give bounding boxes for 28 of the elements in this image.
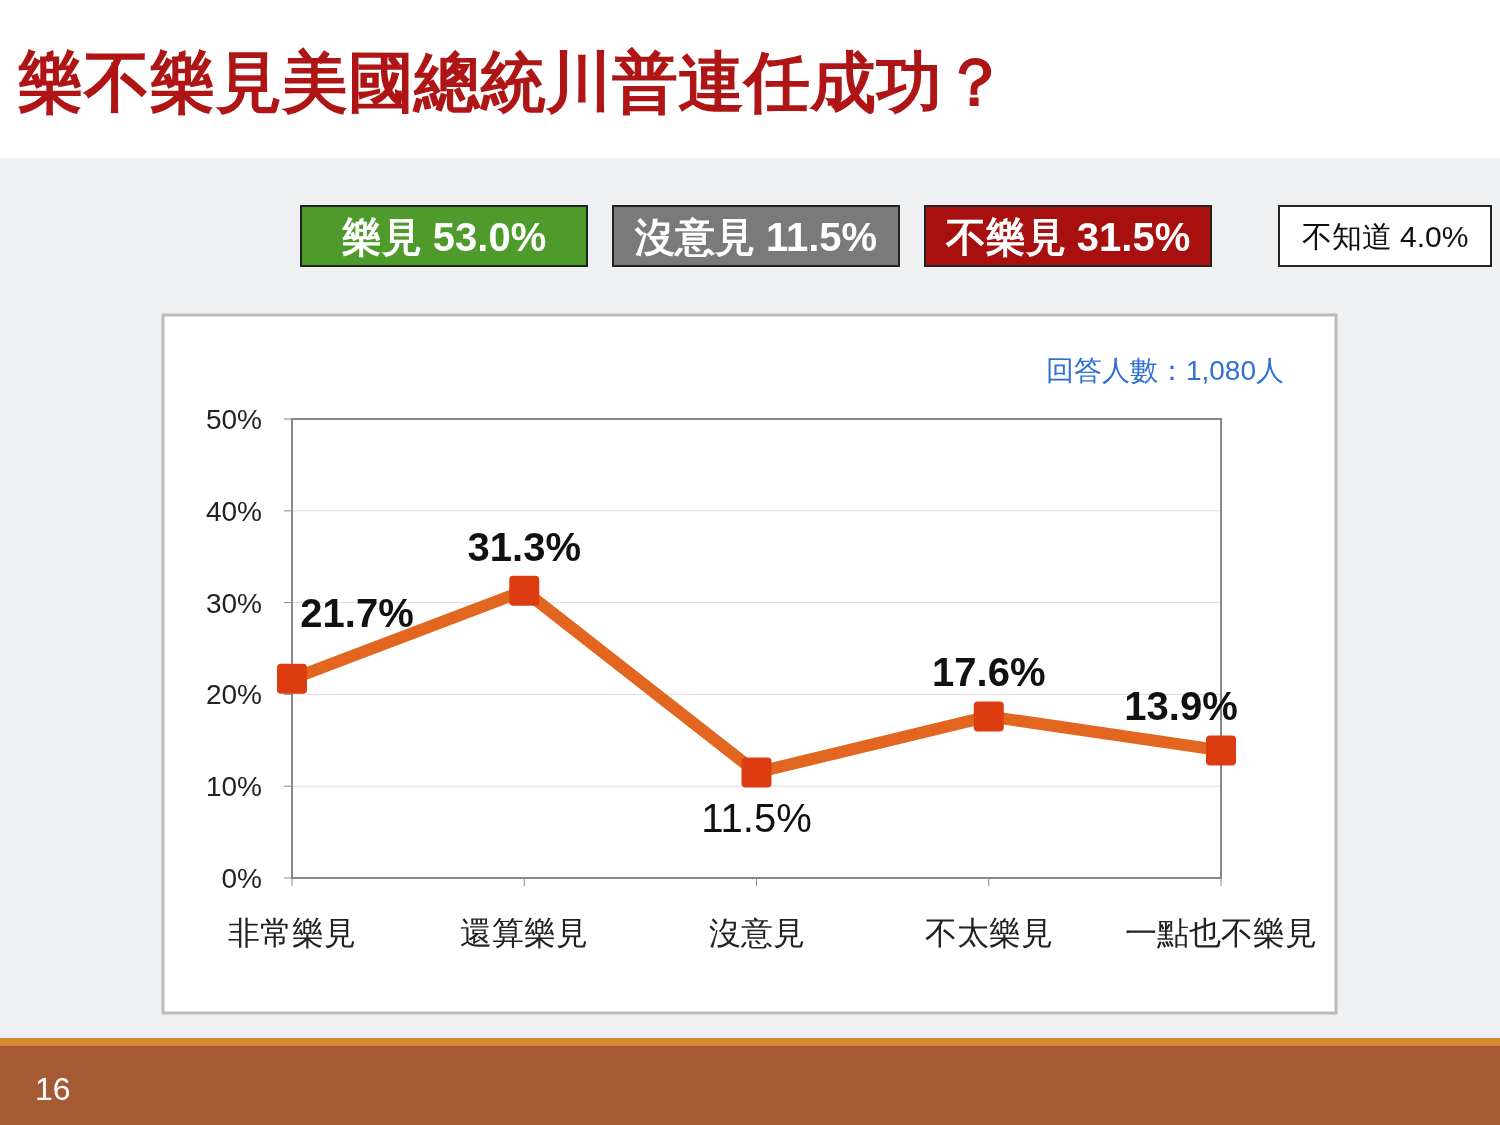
x-tick-label: 一點也不樂見 — [1125, 915, 1317, 951]
chart-title: 樂不樂見美國總統川普連任成功？ — [18, 45, 1008, 119]
point — [509, 575, 540, 606]
x-tick-label: 不太樂見 — [924, 915, 1053, 951]
data-label: 13.9% — [1124, 684, 1238, 729]
y-tick-label: 10% — [205, 771, 262, 803]
text: 不知道 4.0% — [1301, 220, 1469, 253]
point — [277, 663, 307, 694]
data-label: 11.5% — [701, 796, 812, 841]
data-label: 31.3% — [467, 524, 581, 569]
text: 沒意見 11.5% — [633, 215, 878, 259]
text: 16 — [35, 1071, 71, 1107]
text: 回答人數：1,080人 — [1045, 355, 1284, 386]
x-tick-label: 非常樂見 — [228, 915, 356, 951]
point — [973, 701, 1004, 732]
point — [1206, 735, 1236, 766]
data-label: 21.7% — [300, 590, 414, 635]
data-label: 17.6% — [932, 650, 1046, 695]
y-tick-label: 40% — [205, 495, 262, 527]
text: 不樂見 31.5% — [944, 215, 1191, 259]
y-tick-label: 20% — [205, 679, 262, 711]
y-tick-label: 30% — [205, 587, 262, 619]
x-tick-label: 還算樂見 — [460, 915, 589, 951]
point — [741, 757, 772, 788]
text: 樂見 53.0% — [341, 215, 547, 259]
x-tick-label: 沒意見 — [708, 915, 805, 951]
y-tick-label: 50% — [205, 404, 262, 435]
y-tick-label: 0% — [221, 863, 262, 894]
